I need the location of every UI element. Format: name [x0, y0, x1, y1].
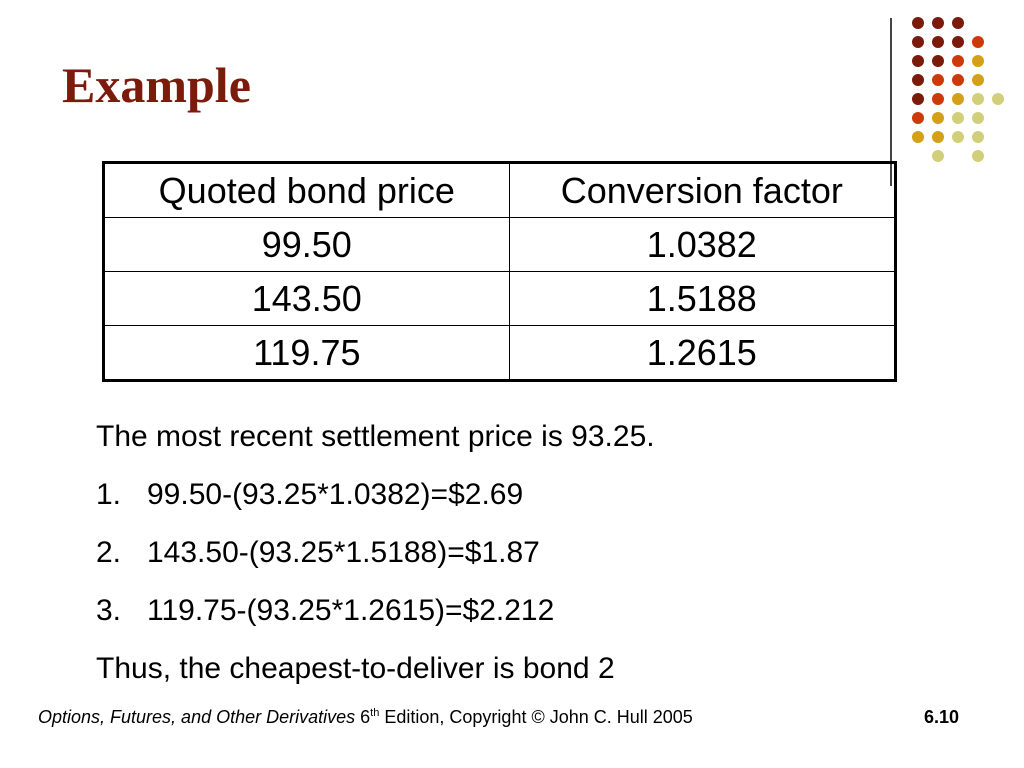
- edition-suffix: th: [370, 707, 380, 719]
- list-item: 2. 143.50-(93.25*1.5188)=$1.87: [96, 536, 540, 570]
- cell: 143.50: [103, 271, 510, 326]
- edition: 6: [360, 707, 371, 727]
- item-number: 1.: [96, 478, 122, 511]
- cell: 99.50: [103, 217, 510, 272]
- cell: 119.75: [103, 325, 510, 381]
- footer: Options, Futures, and Other Derivatives …: [38, 707, 693, 728]
- cell: 1.5188: [508, 271, 897, 326]
- item-number: 3.: [96, 594, 122, 627]
- title: Example: [62, 57, 251, 113]
- cell: 1.2615: [508, 325, 897, 381]
- item-number: 2.: [96, 536, 122, 569]
- conclusion: Thus, the cheapest-to-deliver is bond 2: [96, 652, 615, 685]
- decoration: [890, 17, 1004, 186]
- header-cell: Quoted bond price: [103, 162, 510, 218]
- item-text: 119.75-(93.25*1.2615)=$2.212: [147, 594, 555, 627]
- copyright: Edition, Copyright © John C. Hull 2005: [384, 707, 693, 727]
- book-title: Options, Futures, and Other Derivatives: [38, 707, 356, 727]
- list-item: 1. 99.50-(93.25*1.0382)=$2.69: [96, 478, 523, 512]
- intro: The most recent settlement price is 93.2…: [96, 420, 655, 453]
- table: Quoted bond price Conversion factor 99.50…: [102, 161, 897, 382]
- page-number: 6.10: [924, 707, 960, 727]
- list-item: 3. 119.75-(93.25*1.2615)=$2.212: [96, 594, 554, 628]
- item-text: 143.50-(93.25*1.5188)=$1.87: [147, 536, 540, 569]
- header-cell: Conversion factor: [508, 162, 897, 218]
- cell: 1.0382: [508, 217, 897, 272]
- item-text: 99.50-(93.25*1.0382)=$2.69: [147, 478, 524, 511]
